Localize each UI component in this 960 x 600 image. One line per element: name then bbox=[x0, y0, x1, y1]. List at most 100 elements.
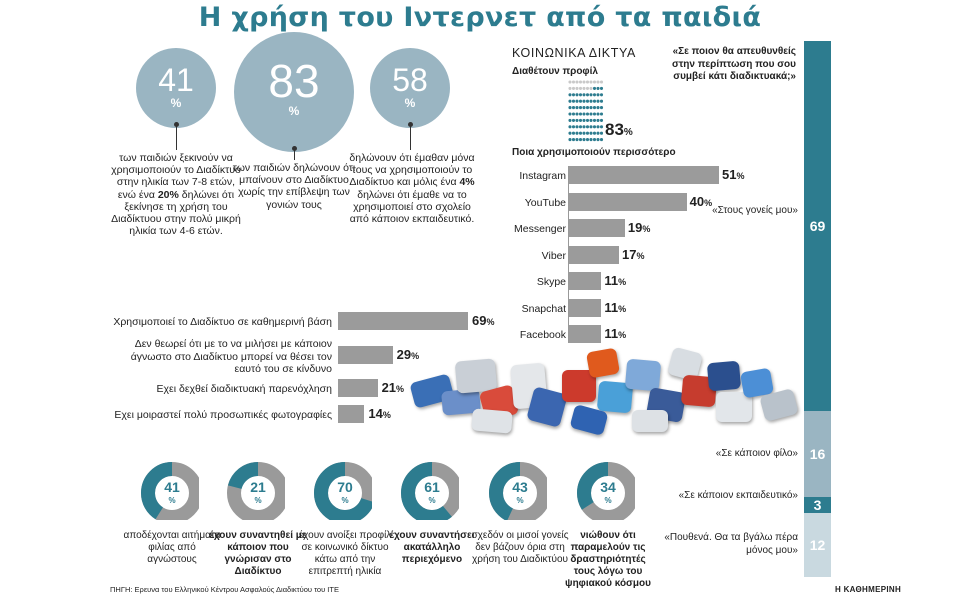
confidant-label: «Σε κάποιον φίλο» bbox=[715, 448, 798, 459]
connector-line bbox=[294, 148, 295, 160]
social-bar-value: 11% bbox=[604, 273, 626, 288]
donut-value: 41 bbox=[164, 479, 180, 495]
social-bar-number: 19 bbox=[627, 220, 643, 235]
confidant-segment: 69 bbox=[804, 41, 831, 411]
profile-dot bbox=[575, 118, 579, 122]
stat-circle-unit: % bbox=[404, 96, 416, 110]
confidant-value: 3 bbox=[813, 496, 822, 513]
confidant-segment: 12 bbox=[804, 512, 831, 577]
confidant-label: «Σε κάποιον εκπαιδευτικό» bbox=[678, 490, 798, 501]
donut-slice bbox=[401, 462, 459, 520]
profile-dot bbox=[568, 131, 572, 135]
social-bar-unit: % bbox=[618, 277, 627, 287]
donut-chart: 41% bbox=[141, 462, 199, 520]
social-app-tile bbox=[706, 360, 742, 392]
stat-text-highlight: 4% bbox=[459, 176, 475, 189]
social-bar-row: Facebook 11% bbox=[512, 325, 672, 343]
social-bar-row: Viber 17% bbox=[512, 245, 672, 264]
donut-chart: 70% bbox=[314, 462, 372, 520]
confidant-label: «Στους γονείς μου» bbox=[712, 205, 798, 216]
profile-dot bbox=[578, 138, 583, 142]
profile-dot bbox=[585, 118, 590, 122]
behaviour-bar bbox=[338, 312, 468, 330]
connector-line bbox=[176, 124, 177, 150]
profile-dot bbox=[568, 125, 572, 129]
profile-dot bbox=[585, 112, 590, 116]
connector-line bbox=[410, 124, 411, 150]
social-bar bbox=[569, 298, 602, 317]
confidant-segment: 3 bbox=[804, 496, 831, 513]
donut-slice bbox=[141, 462, 199, 520]
donut-value: 34 bbox=[600, 479, 616, 495]
profile-dot bbox=[599, 118, 604, 122]
social-bar-label: Skype bbox=[536, 276, 566, 288]
profile-dot bbox=[599, 138, 604, 142]
donut-value: 21 bbox=[250, 479, 266, 495]
profile-dot bbox=[592, 118, 597, 122]
profile-dot bbox=[578, 112, 583, 116]
social-bar-number: 17 bbox=[622, 246, 637, 262]
social-bar bbox=[569, 192, 687, 211]
confidant-label: «Πουθενά. Θα τα βγάλω πέρα μόνος μου» bbox=[664, 532, 798, 556]
donut-unit: % bbox=[168, 496, 175, 505]
behaviour-bar bbox=[338, 379, 378, 397]
profile-dot bbox=[599, 99, 604, 103]
profile-dot bbox=[582, 86, 586, 90]
page-title: Η χρήση του Ιντερνετ από τα παιδιά bbox=[198, 2, 762, 33]
donut-label: έχουν συναντηθεί με κάποιον που γνώρισαν… bbox=[209, 530, 307, 577]
social-bar-value: 11% bbox=[604, 326, 626, 341]
social-bar-label: Snapchat bbox=[521, 302, 566, 315]
profile-dot bbox=[589, 131, 593, 135]
donut-value: 61 bbox=[424, 479, 440, 495]
profile-dot bbox=[575, 131, 579, 135]
profile-dot bbox=[592, 138, 597, 142]
social-app-tile bbox=[624, 358, 662, 392]
profile-dot bbox=[589, 106, 593, 110]
profile-dot bbox=[571, 99, 576, 103]
stat-circle: 83% bbox=[234, 32, 354, 152]
social-bar-number: 51 bbox=[722, 167, 737, 182]
social-app-tile bbox=[585, 347, 621, 379]
profile-dot bbox=[582, 131, 586, 135]
social-bar-label: Viber bbox=[541, 249, 566, 262]
profile-dot bbox=[578, 118, 583, 122]
donut-value: 70 bbox=[337, 479, 353, 495]
profile-dot bbox=[596, 138, 600, 142]
profile-dot bbox=[571, 93, 576, 97]
profile-dot bbox=[582, 80, 586, 84]
profile-dot bbox=[589, 112, 593, 116]
behaviour-bar-value: 29% bbox=[397, 347, 419, 362]
brand-logo: Η ΚΑΘΗΜΕΡΙΝΗ bbox=[835, 585, 902, 594]
profile-dot bbox=[599, 86, 604, 90]
profile-dot bbox=[596, 112, 600, 116]
profile-dot bbox=[571, 131, 576, 135]
profile-dot bbox=[578, 80, 583, 84]
social-bar bbox=[569, 219, 625, 237]
profile-dot bbox=[596, 80, 600, 84]
profile-dot bbox=[575, 138, 579, 142]
profile-dot bbox=[592, 131, 597, 135]
behaviour-bar-unit: % bbox=[382, 410, 391, 420]
profile-dot bbox=[578, 99, 583, 103]
profile-dot bbox=[575, 86, 579, 90]
profile-dot bbox=[571, 106, 576, 110]
profile-dot bbox=[596, 125, 600, 129]
stat-circle-value: 58 bbox=[392, 62, 428, 98]
stat-circle-unit: % bbox=[170, 96, 182, 110]
profile-dot bbox=[582, 106, 586, 110]
behaviour-bar-number: 29 bbox=[396, 347, 412, 362]
behaviour-bar-value: 21% bbox=[382, 380, 404, 395]
social-bar-unit: % bbox=[618, 303, 627, 314]
social-bar-row: YouTube 40% bbox=[512, 192, 712, 211]
behaviour-bar-unit: % bbox=[486, 317, 495, 327]
profile-dot bbox=[571, 80, 576, 84]
profile-dot bbox=[571, 125, 576, 129]
donut-chart: 43% bbox=[489, 462, 547, 520]
profile-dot bbox=[592, 80, 597, 84]
profile-dot bbox=[589, 138, 593, 142]
profile-dot bbox=[568, 99, 572, 103]
behaviour-bar-label: Εχει μοιραστεί πολύ προσωπικές φωτογραφί… bbox=[114, 409, 332, 421]
donut-slice bbox=[577, 462, 635, 520]
profile-dot bbox=[575, 112, 579, 116]
social-bar-row: Snapchat 11% bbox=[512, 298, 672, 317]
